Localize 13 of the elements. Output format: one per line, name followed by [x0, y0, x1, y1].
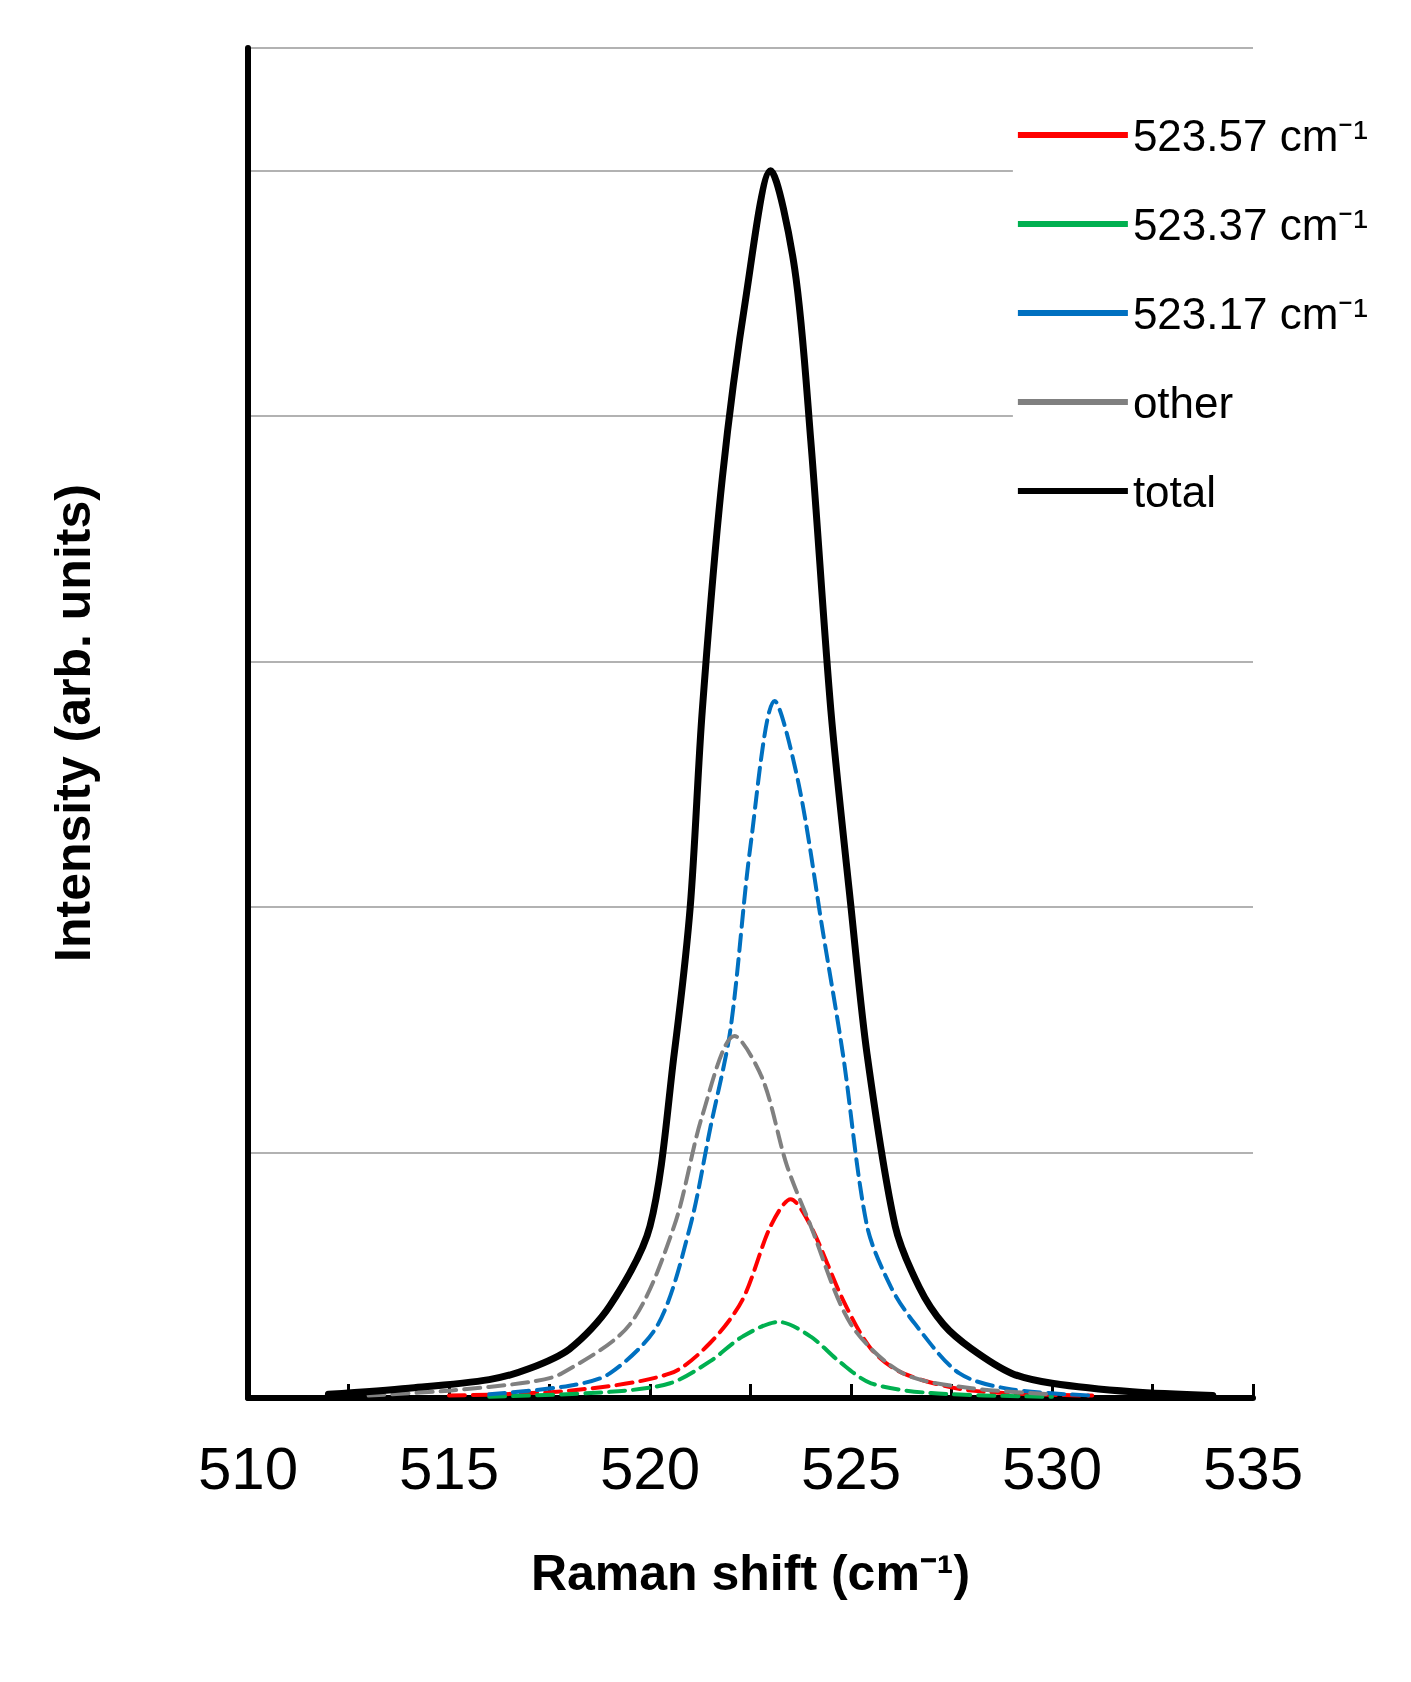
legend-label: 523.37 cm⁻¹	[1132, 199, 1368, 249]
x-tick-label: 515	[398, 1434, 500, 1502]
x-tick-label: 535	[1202, 1434, 1304, 1502]
x-tick-label: 525	[800, 1434, 902, 1502]
legend-label: total	[1132, 466, 1217, 516]
x-axis-title: Raman shift (cm⁻¹)	[530, 1545, 971, 1601]
legend-label: other	[1132, 377, 1234, 427]
legend-label: 523.57 cm⁻¹	[1132, 110, 1368, 160]
x-tick-label: 510	[197, 1434, 299, 1502]
x-tick-label: 520	[599, 1434, 701, 1502]
y-axis-title: Intensity (arb. units)	[45, 484, 101, 962]
x-tick-label: 530	[1001, 1434, 1103, 1502]
legend-label: 523.17 cm⁻¹	[1132, 288, 1368, 338]
